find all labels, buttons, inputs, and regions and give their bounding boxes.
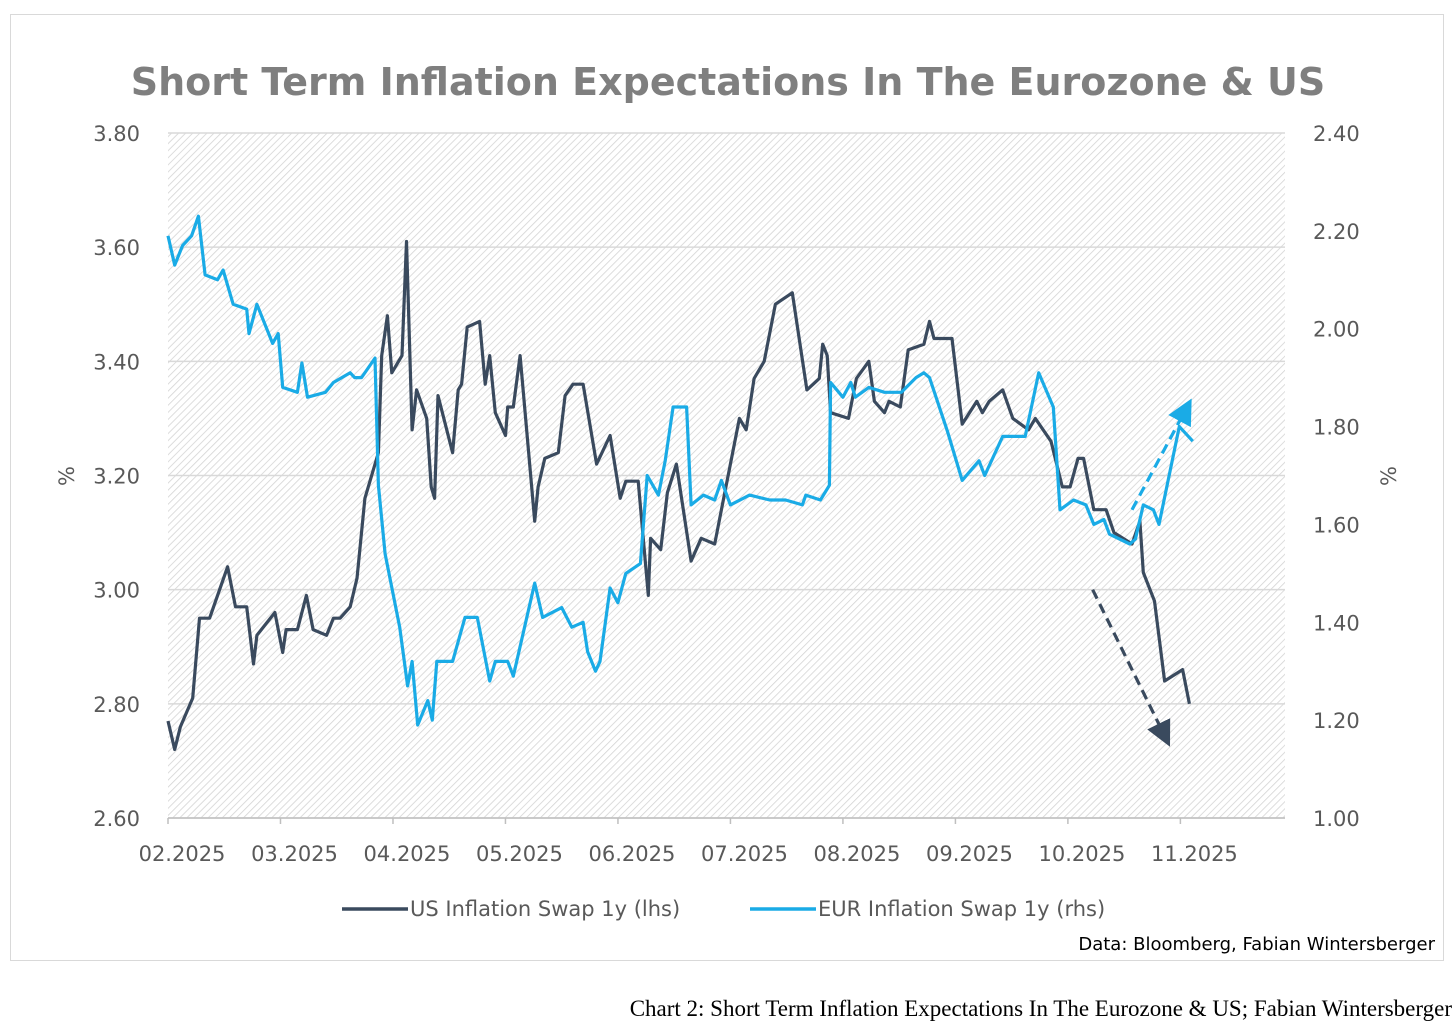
x-tick-label: 06.2025 (589, 842, 676, 866)
y-tick-label-left: 3.80 (93, 122, 140, 146)
x-tick-label: 07.2025 (701, 842, 788, 866)
y-tick-label-left: 3.40 (93, 350, 140, 374)
down-trend-arrow (1091, 588, 1171, 747)
y-tick-label-left: 3.00 (93, 579, 140, 603)
x-tick-label: 02.2025 (139, 842, 226, 866)
chart-frame (10, 14, 1444, 961)
y-tick-label-right: 2.00 (1313, 318, 1360, 342)
data-source: Data: Bloomberg, Fabian Wintersberger (1078, 934, 1435, 955)
eur-inflation-swap-line (166, 214, 1194, 727)
x-tick-label: 04.2025 (364, 842, 451, 866)
x-tick-label: 08.2025 (814, 842, 901, 866)
x-tick-label: 10.2025 (1038, 842, 1125, 866)
up-trend-arrow (1130, 398, 1192, 511)
legend: US Inflation Swap 1y (lhs) EUR Inflation… (342, 897, 1105, 921)
y-axis-left-label: % (55, 466, 79, 486)
chart-title: Short Term Inflation Expectations In The… (131, 60, 1326, 104)
y-tick-label-right: 1.60 (1313, 513, 1360, 537)
x-tick-label: 03.2025 (251, 842, 338, 866)
x-tick-label: 05.2025 (476, 842, 563, 866)
y-tick-label-left: 2.80 (93, 693, 140, 717)
x-tick-label: 09.2025 (926, 842, 1013, 866)
y-tick-label-right: 2.20 (1313, 220, 1360, 244)
legend-label-eur: EUR Inflation Swap 1y (rhs) (818, 897, 1105, 921)
us-inflation-swap-line (166, 239, 1191, 752)
y-tick-label-left: 3.60 (93, 236, 140, 260)
y-tick-label-left: 3.20 (93, 465, 140, 489)
y-tick-label-right: 1.20 (1313, 709, 1360, 733)
x-tick-label: 11.2025 (1151, 842, 1238, 866)
legend-label-us: US Inflation Swap 1y (lhs) (410, 897, 680, 921)
figure-caption: Chart 2: Short Term Inflation Expectatio… (629, 996, 1452, 1021)
y-tick-label-right: 1.00 (1313, 807, 1360, 831)
y-axis-right-label: % (1377, 466, 1401, 486)
y-tick-label-left: 2.60 (93, 807, 140, 831)
y-tick-label-right: 1.80 (1313, 416, 1360, 440)
y-tick-label-right: 2.40 (1313, 122, 1360, 146)
y-tick-label-right: 1.40 (1313, 611, 1360, 635)
